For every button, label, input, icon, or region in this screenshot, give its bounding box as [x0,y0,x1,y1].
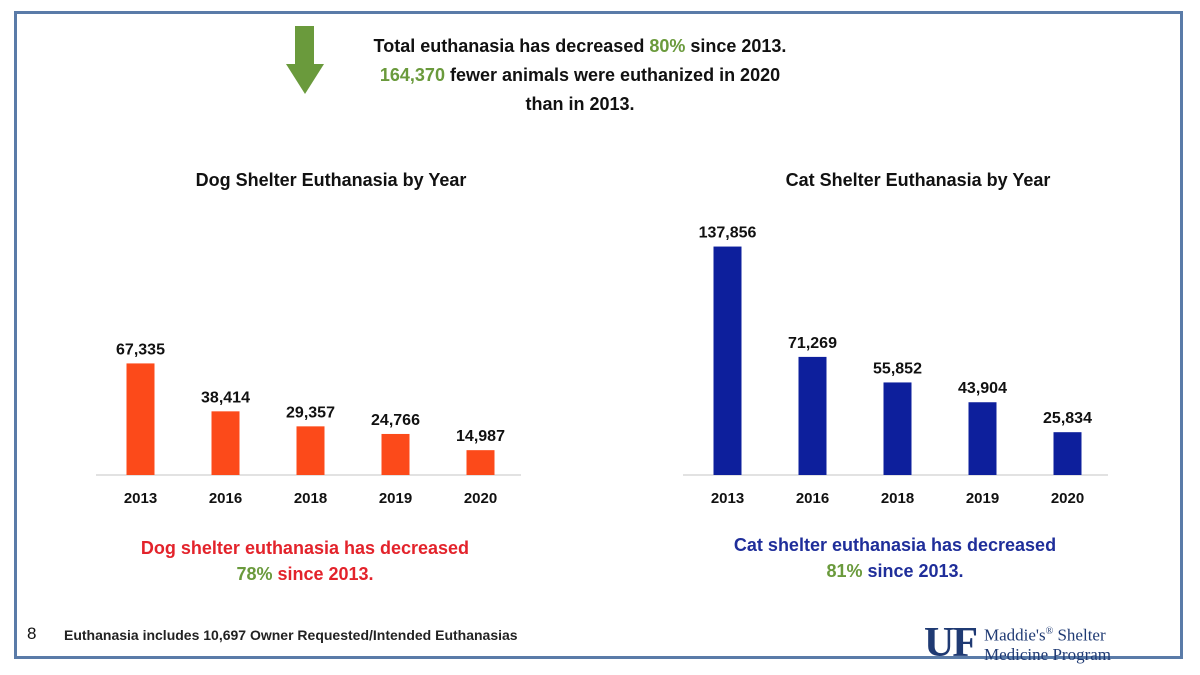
headline-line1: Total euthanasia has decreased 80% since… [373,36,787,56]
cat-value-label-2018: 55,852 [873,360,922,377]
dog-value-label-2020: 14,987 [456,428,505,445]
uf-logo-mark: UF [924,619,978,666]
cat-bar-2019 [968,402,997,475]
cat-value-label-2013: 137,856 [699,225,757,242]
cat-tick-label-2019: 2019 [966,490,999,507]
dog-summary-line1: Dog shelter euthanasia has decreased [140,538,470,558]
dog-tick-label-2018: 2018 [294,490,327,507]
cat-bar-2013 [713,246,742,475]
dog-value-label-2019: 24,766 [371,412,420,429]
cat-value-label-2016: 71,269 [788,335,837,352]
dog-bar-2013 [126,363,155,475]
cat-chart-title: Cat Shelter Euthanasia by Year [785,170,1051,190]
dog-summary-line2: 78% since 2013. [236,564,374,584]
dog-summary: Dog shelter euthanasia has decreased 78%… [70,535,540,587]
cat-value-label-2019: 43,904 [958,380,1007,397]
footnote: Euthanasia includes 10,697 Owner Request… [64,627,518,643]
dog-bar-2016 [211,411,240,475]
dog-value-label-2016: 38,414 [201,389,250,406]
cat-tick-label-2013: 2013 [711,490,744,507]
cat-bar-chart: 137,856 2013 71,269 2016 55,852 2018 43,904 201… [683,225,1108,507]
cat-tick-label-2018: 2018 [881,490,914,507]
cat-summary-line2: 81% since 2013. [826,561,964,581]
logo-text: Maddie's® Shelter Medicine Program [984,625,1111,664]
page-number: 8 [27,624,37,643]
uf-maddies-logo: UF Maddie's® Shelter Medicine Program [924,622,1111,664]
dog-bar-chart: 67,335 2013 38,414 2016 29,357 2018 24,766 2019… [96,341,521,507]
cat-tick-label-2020: 2020 [1051,490,1084,507]
down-arrow-icon [286,26,324,94]
dog-tick-label-2016: 2016 [209,490,242,507]
cat-summary: Cat shelter euthanasia has decreased 81%… [660,532,1130,584]
dog-tick-label-2020: 2020 [464,490,497,507]
cat-summary-line1: Cat shelter euthanasia has decreased [733,535,1057,555]
headline-line2: 164,370 fewer animals were euthanized in… [379,65,781,85]
dog-bar-2018 [296,426,325,475]
cat-value-label-2020: 25,834 [1043,410,1092,427]
dog-bar-2019 [381,433,410,475]
dog-chart-title: Dog Shelter Euthanasia by Year [195,170,467,190]
dog-value-label-2018: 29,357 [286,404,335,421]
cat-tick-label-2016: 2016 [796,490,829,507]
cat-bar-2018 [883,382,912,475]
dog-bar-2020 [466,450,495,475]
dog-tick-label-2013: 2013 [124,490,157,507]
slide-frame [14,11,1183,659]
cat-bar-2016 [798,356,827,475]
dog-value-label-2013: 67,335 [116,341,165,358]
cat-bar-2020 [1053,432,1082,475]
frame-gap [922,659,1160,667]
dog-tick-label-2019: 2019 [379,490,412,507]
headline-line3: than in 2013. [525,94,635,114]
